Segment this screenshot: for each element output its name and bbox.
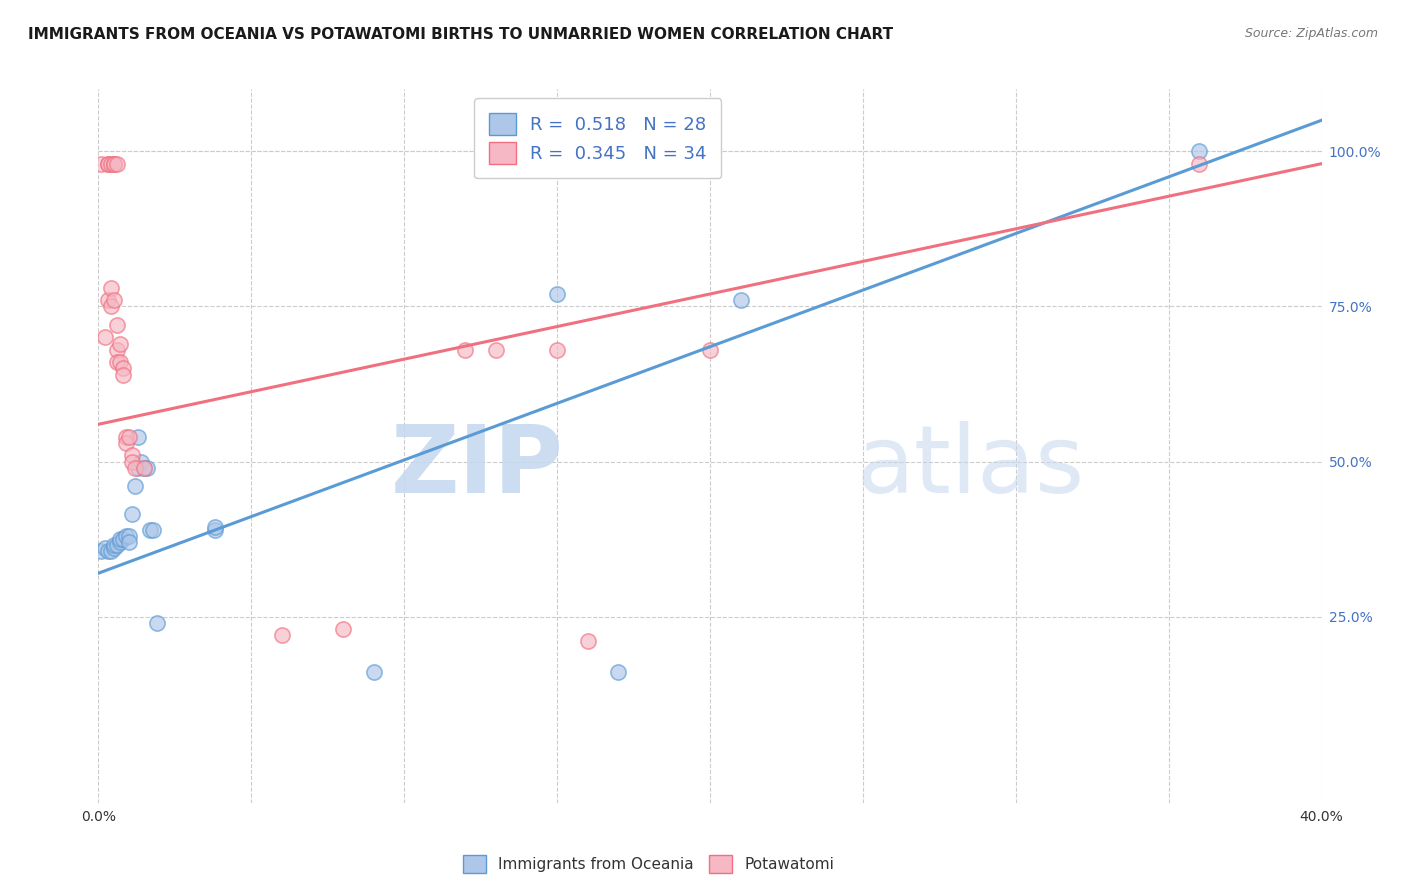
Point (111, 368, 134, 382)
Point (121, 448, 143, 462)
Point (145, 615, 167, 630)
Point (142, 523, 165, 537)
Point (105, 156, 128, 170)
Point (118, 430, 141, 444)
Point (118, 535, 141, 549)
Point (576, 634, 599, 648)
Point (100, 156, 122, 170)
Point (115, 430, 138, 444)
Point (105, 355, 128, 369)
Point (136, 460, 159, 475)
Point (90, 156, 112, 170)
Point (103, 541, 125, 556)
Point (103, 538, 125, 552)
Point (93, 330, 115, 344)
Point (270, 628, 292, 642)
Point (100, 544, 122, 558)
Point (332, 622, 354, 636)
Point (100, 281, 122, 295)
Point (103, 293, 125, 308)
Point (454, 343, 477, 357)
Point (204, 523, 226, 537)
Point (363, 665, 385, 680)
Point (139, 523, 162, 537)
Point (115, 436, 138, 450)
Point (1188, 145, 1211, 159)
Point (485, 343, 508, 357)
Point (111, 361, 134, 376)
Point (546, 343, 568, 357)
Point (111, 532, 134, 546)
Point (127, 460, 149, 475)
Point (607, 665, 630, 680)
Text: IMMIGRANTS FROM OCEANIA VS POTAWATOMI BIRTHS TO UNMARRIED WOMEN CORRELATION CHAR: IMMIGRANTS FROM OCEANIA VS POTAWATOMI BI… (28, 27, 893, 42)
Point (103, 156, 125, 170)
Point (108, 535, 131, 549)
Legend: Immigrants from Oceania, Potawatomi: Immigrants from Oceania, Potawatomi (456, 847, 842, 880)
Point (103, 156, 125, 170)
Point (105, 318, 128, 332)
Point (97, 156, 120, 170)
Point (127, 430, 149, 444)
Point (108, 336, 131, 351)
Text: atlas: atlas (856, 421, 1085, 514)
Point (105, 343, 128, 357)
Point (546, 287, 568, 301)
Point (129, 454, 152, 468)
Point (93, 541, 115, 556)
Point (97, 544, 120, 558)
Point (134, 460, 156, 475)
Point (100, 299, 122, 313)
Point (124, 479, 146, 493)
Point (1188, 156, 1211, 170)
Point (105, 538, 128, 552)
Point (115, 529, 138, 543)
Point (118, 529, 141, 543)
Point (124, 460, 146, 475)
Point (134, 460, 156, 475)
Point (97, 156, 120, 170)
Point (97, 293, 120, 308)
Text: ZIP: ZIP (391, 421, 564, 514)
Text: Source: ZipAtlas.com: Source: ZipAtlas.com (1244, 27, 1378, 40)
Point (90, 544, 112, 558)
Point (699, 343, 721, 357)
Point (121, 508, 143, 522)
Point (730, 293, 752, 308)
Point (108, 532, 131, 546)
Point (204, 519, 226, 533)
Point (121, 454, 143, 468)
Point (108, 355, 131, 369)
